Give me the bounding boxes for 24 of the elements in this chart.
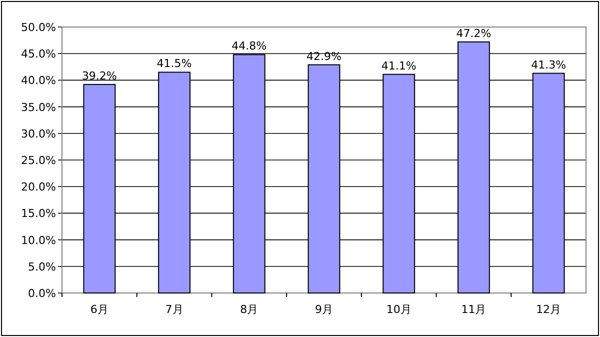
x-tick-label: 12月 bbox=[536, 303, 562, 316]
y-tick-label: 25.0% bbox=[21, 154, 56, 167]
data-label: 41.5% bbox=[156, 57, 192, 70]
y-tick-label: 20.0% bbox=[21, 180, 56, 194]
y-tick-label: 5.0% bbox=[28, 260, 56, 274]
y-tick-label: 30.0% bbox=[21, 127, 56, 140]
x-tick-label: 6月 bbox=[90, 303, 108, 316]
x-tick-label: 8月 bbox=[240, 303, 258, 316]
y-tick-label: 10.0% bbox=[21, 234, 56, 247]
x-tick-label: 10月 bbox=[386, 303, 412, 316]
y-tick-label: 35.0% bbox=[21, 100, 56, 114]
data-label: 44.8% bbox=[232, 40, 267, 53]
x-tick-label: 9月 bbox=[315, 303, 333, 316]
x-tick-label: 11月 bbox=[461, 303, 486, 316]
y-tick-label: 0.0% bbox=[28, 287, 56, 300]
data-label: 41.3% bbox=[531, 58, 566, 72]
y-tick-label: 50.0% bbox=[21, 21, 56, 34]
y-tick-label: 40.0% bbox=[21, 74, 56, 88]
x-tick-label: 7月 bbox=[165, 303, 184, 316]
y-tick-label: 45.0% bbox=[21, 48, 56, 61]
data-label: 41.1% bbox=[381, 59, 416, 72]
y-tick-label: 15.0% bbox=[21, 207, 56, 220]
data-label: 47.2% bbox=[456, 26, 492, 40]
data-label: 39.2% bbox=[82, 69, 117, 82]
